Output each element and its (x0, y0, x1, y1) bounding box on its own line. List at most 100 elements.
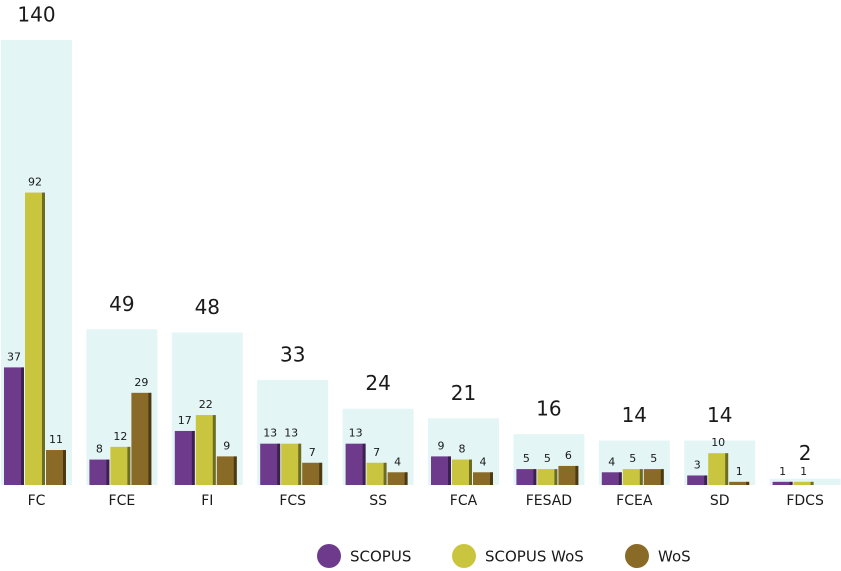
value-label: 1 (800, 465, 807, 478)
value-label: 12 (113, 430, 127, 443)
bar-side (148, 392, 152, 485)
value-label: 13 (349, 427, 363, 440)
x-tick-label: FESAD (526, 493, 572, 509)
bar-side (533, 469, 537, 485)
total-label: 24 (365, 371, 390, 395)
legend-label: SCOPUS WoS (485, 548, 584, 566)
legend-label: WoS (658, 548, 691, 566)
bar (4, 367, 24, 485)
total-label: 21 (451, 381, 476, 405)
bar (345, 443, 366, 485)
bar (729, 481, 750, 485)
bar-side (448, 456, 451, 485)
value-label: 4 (608, 455, 615, 468)
x-tick-label: FCS (279, 493, 306, 509)
value-label: 11 (49, 433, 63, 446)
bar (216, 456, 237, 485)
value-label: 7 (373, 446, 380, 459)
bar (687, 475, 708, 485)
bar (110, 446, 131, 485)
bar-side (212, 415, 216, 485)
x-tick-label: FI (201, 493, 213, 509)
x-tick-label: FCEA (616, 493, 653, 509)
bar-side (575, 465, 579, 485)
bar (473, 472, 493, 485)
bar-side (704, 475, 708, 485)
bar (281, 443, 302, 485)
bar (302, 462, 323, 485)
value-label: 6 (565, 449, 572, 462)
total-label: 140 (17, 3, 55, 27)
value-label: 7 (309, 446, 316, 459)
bar (431, 456, 451, 485)
value-label: 1 (779, 465, 786, 478)
bar (708, 453, 729, 485)
bar-side (725, 453, 729, 485)
bar-side (469, 459, 472, 485)
x-tick-label: FCA (450, 493, 478, 509)
bar-side (810, 481, 814, 485)
bar-side (490, 472, 493, 485)
value-label: 4 (480, 455, 487, 468)
bar (174, 430, 195, 485)
legend-swatch (625, 544, 649, 568)
bar (46, 450, 66, 485)
value-label: 13 (284, 427, 298, 440)
bar (366, 462, 387, 485)
value-label: 9 (223, 439, 230, 452)
bar-side (404, 472, 408, 485)
bar (260, 443, 281, 485)
bar (601, 472, 622, 485)
bar-side (191, 430, 195, 485)
bar-side (383, 462, 387, 485)
bar (452, 459, 472, 485)
bar-side (127, 446, 131, 485)
value-label: 29 (134, 376, 148, 389)
bar-side (789, 481, 793, 485)
bar (131, 392, 152, 485)
bar-side (639, 469, 643, 485)
legend-swatch (452, 544, 476, 568)
bar (25, 192, 45, 486)
bar (793, 481, 814, 485)
bar-side (233, 456, 237, 485)
total-label: 2 (799, 441, 812, 465)
x-tick-label: SS (369, 493, 387, 509)
bar (558, 465, 579, 485)
value-label: 5 (523, 452, 530, 465)
bar-side (554, 469, 558, 485)
value-label: 17 (178, 414, 192, 427)
total-label: 48 (195, 295, 220, 319)
x-tick-label: FC (28, 493, 46, 509)
x-tick-label: FDCS (786, 493, 824, 509)
bar-side (277, 443, 281, 485)
bar-side (618, 472, 622, 485)
total-background (769, 478, 841, 485)
value-label: 4 (394, 455, 401, 468)
legend-label: SCOPUS (350, 548, 411, 566)
bar-side (63, 450, 66, 485)
value-label: 1 (736, 465, 743, 478)
bar (387, 472, 408, 485)
bar (516, 469, 537, 485)
value-label: 13 (263, 427, 277, 440)
legend-swatch (317, 544, 341, 568)
x-tick-label: FCE (109, 493, 136, 509)
bar (537, 469, 558, 485)
value-label: 5 (650, 452, 657, 465)
value-label: 22 (199, 398, 213, 411)
bar (195, 415, 216, 485)
bar-side (746, 481, 750, 485)
value-label: 8 (96, 443, 103, 456)
bar (772, 481, 793, 485)
bar-side (106, 459, 110, 485)
total-label: 14 (707, 403, 732, 427)
bar (89, 459, 110, 485)
value-label: 8 (459, 443, 466, 456)
bar (622, 469, 643, 485)
value-label: 9 (438, 439, 445, 452)
total-label: 33 (280, 343, 305, 367)
bar-side (298, 443, 302, 485)
bar-side (319, 462, 323, 485)
